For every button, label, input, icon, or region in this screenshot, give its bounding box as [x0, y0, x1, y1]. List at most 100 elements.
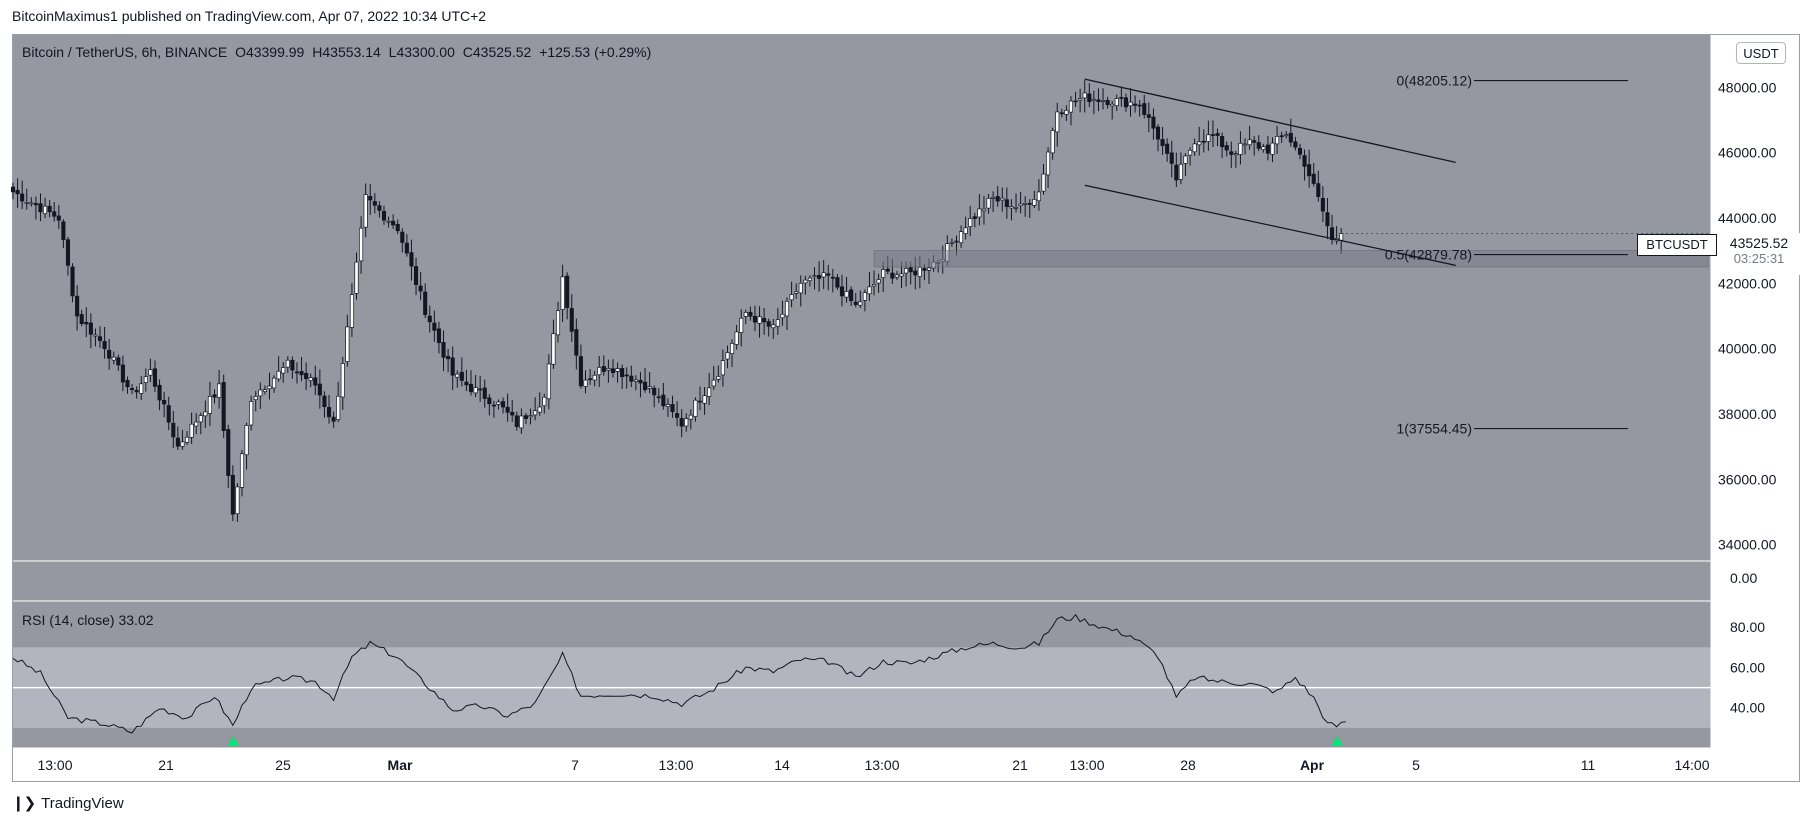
- candle-body-down: [835, 277, 840, 288]
- candle-body-down: [304, 372, 309, 380]
- candle: [578, 344, 583, 389]
- candle: [1183, 153, 1188, 176]
- candle: [624, 367, 629, 389]
- candle-body-up: [207, 396, 212, 414]
- channel-upper-line: [1084, 78, 1456, 164]
- candle: [359, 216, 364, 274]
- candle: [487, 393, 492, 416]
- candle-body-down: [52, 211, 57, 217]
- candle: [304, 362, 309, 391]
- candle-body-up: [43, 205, 48, 215]
- candle: [134, 386, 139, 399]
- candle-body-down: [1169, 152, 1174, 164]
- candle: [1068, 96, 1074, 126]
- candle: [107, 339, 112, 370]
- candle-body-up: [1036, 191, 1041, 202]
- candle-body-down: [675, 413, 680, 418]
- candle: [418, 272, 423, 301]
- candle: [372, 193, 377, 214]
- candle: [116, 354, 121, 371]
- candle: [601, 355, 606, 376]
- candle-body-up: [249, 401, 254, 426]
- candle-body-up: [194, 421, 199, 427]
- candle: [1188, 147, 1193, 166]
- currency-badge[interactable]: USDT: [1736, 42, 1786, 64]
- candle-body-down: [1325, 212, 1330, 227]
- candle: [381, 205, 387, 225]
- candle-body-up: [1041, 173, 1046, 192]
- candle-body-down: [377, 205, 382, 211]
- candle: [533, 397, 538, 421]
- footer-brand[interactable]: ❙❯ TradingView: [12, 794, 124, 813]
- candle-body-up: [1009, 206, 1014, 209]
- candle: [510, 400, 515, 422]
- candle-body-up: [1206, 134, 1211, 142]
- candle-body-down: [404, 242, 409, 254]
- spacer-pane-background: [13, 561, 1711, 601]
- rsi-label: RSI (14, close): [22, 612, 115, 628]
- candle-body-down: [61, 221, 66, 240]
- candle-body-up: [359, 227, 364, 262]
- candle-body-down: [400, 231, 405, 243]
- candle-body-up: [904, 268, 909, 274]
- candle-body-down: [368, 196, 373, 201]
- price-axis-tick: 38000.00: [1718, 406, 1777, 422]
- candle-body-down: [1151, 116, 1156, 129]
- candle-body-down: [47, 205, 52, 213]
- close-value: 43525.52: [472, 44, 532, 60]
- candle-body-down: [1307, 164, 1312, 177]
- candle-body-down: [468, 383, 474, 393]
- candle: [1220, 132, 1225, 159]
- candle-body-down: [748, 311, 753, 317]
- candle: [1018, 191, 1023, 214]
- candle: [349, 283, 354, 338]
- candle: [331, 411, 336, 428]
- price-pane-background: [13, 35, 1711, 561]
- candle-body-down: [839, 286, 845, 297]
- time-axis-tick: 5: [1412, 757, 1420, 773]
- candle-body-up: [537, 406, 542, 413]
- time-axis-tick: Mar: [388, 757, 413, 773]
- candle: [652, 385, 657, 408]
- candle-body-up: [784, 300, 790, 317]
- candle-body-down: [679, 418, 684, 427]
- candle: [720, 349, 725, 387]
- candle: [1013, 193, 1019, 213]
- candle: [386, 216, 391, 228]
- high-value: 43553.14: [322, 44, 381, 60]
- candle: [752, 305, 758, 332]
- candle-body-down: [826, 273, 831, 276]
- candle-body-up: [899, 273, 904, 277]
- candle-body-up: [1261, 146, 1266, 150]
- candle: [455, 370, 460, 388]
- candle: [157, 379, 162, 411]
- candle: [24, 188, 29, 210]
- time-axis-tick: 7: [571, 757, 579, 773]
- candle: [249, 395, 254, 431]
- candle-body-up: [771, 324, 776, 329]
- candle-body-down: [922, 268, 927, 271]
- candle-body-down: [1279, 135, 1284, 138]
- candle-body-down: [624, 374, 629, 377]
- candle-body-down: [56, 215, 61, 221]
- candle: [1110, 100, 1115, 120]
- candle: [391, 214, 396, 229]
- candle: [1270, 137, 1275, 163]
- candle-body-down: [212, 394, 217, 398]
- candle-body-up: [24, 201, 29, 204]
- candle-body-up: [917, 266, 922, 277]
- candle-body-up: [93, 334, 98, 337]
- candle-body-up: [862, 292, 867, 301]
- candle-body-down: [1119, 97, 1124, 99]
- candle-body-down: [629, 375, 634, 382]
- candle-body-up: [267, 385, 272, 390]
- candle: [1091, 90, 1096, 115]
- channel-lower-line: [1084, 184, 1456, 266]
- candle: [52, 202, 57, 222]
- candle-body-up: [363, 194, 368, 228]
- candle: [84, 307, 89, 338]
- candle-body-down: [171, 422, 176, 438]
- candle: [565, 272, 570, 320]
- candle: [968, 205, 973, 237]
